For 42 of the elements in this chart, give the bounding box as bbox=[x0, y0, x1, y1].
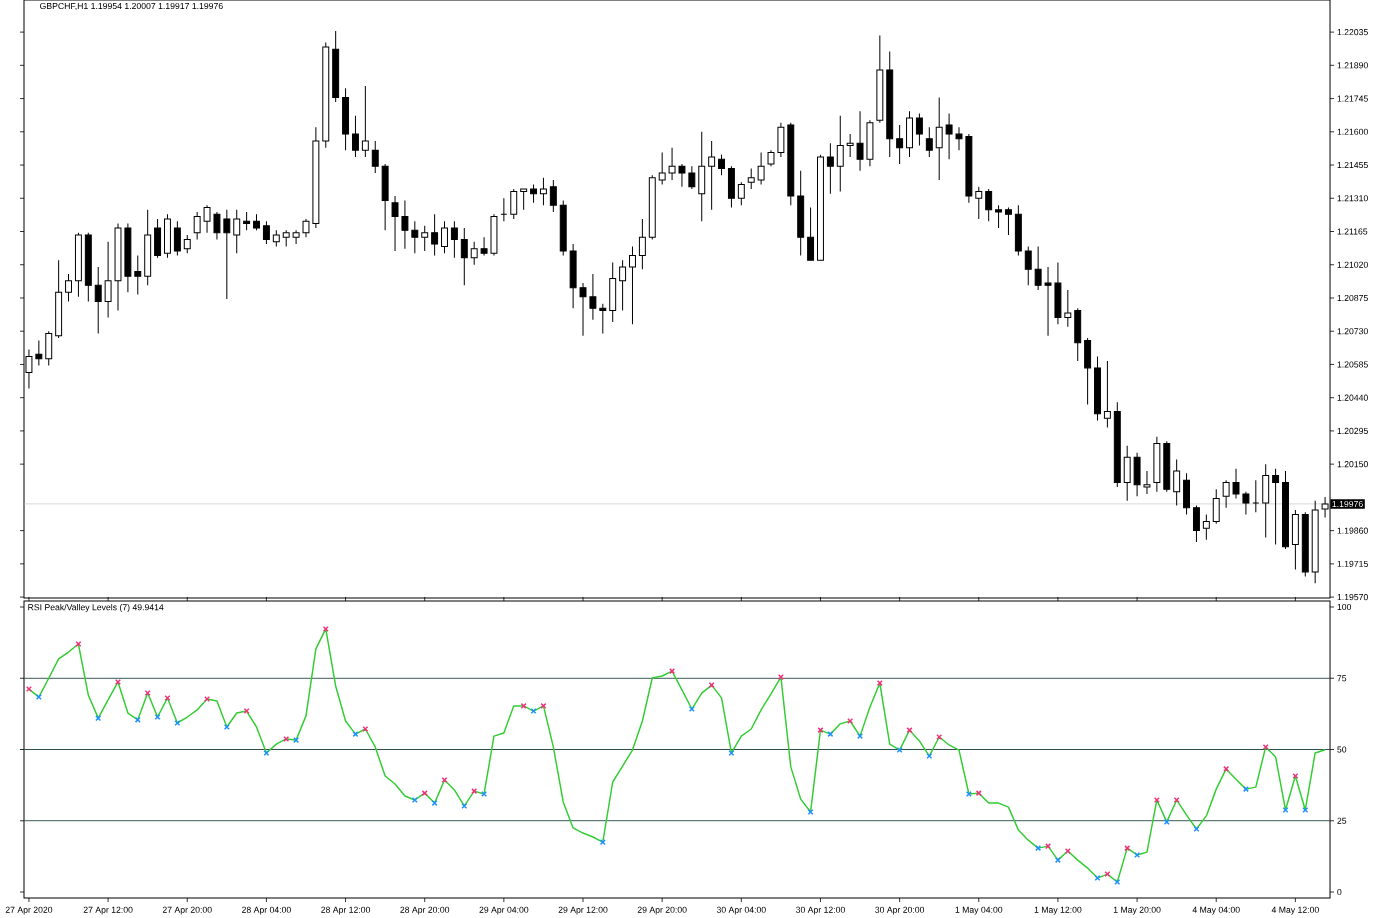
y-tick-label: 1.20150 bbox=[1337, 461, 1368, 468]
ref-line-label: 1.19976 bbox=[1332, 500, 1363, 508]
x-tick-label: 29 Apr 04:00 bbox=[479, 906, 529, 915]
y-tick-label: 1.19860 bbox=[1337, 527, 1368, 534]
chart-title: GBPCHF,H1 1.19954 1.20007 1.19917 1.19976 bbox=[40, 2, 223, 11]
x-tick-label: 30 Apr 20:00 bbox=[875, 906, 925, 915]
y-tick-label: 1.21020 bbox=[1337, 261, 1368, 268]
x-tick-label: 27 Apr 12:00 bbox=[83, 906, 133, 915]
x-tick-label: 1 May 12:00 bbox=[1034, 906, 1082, 915]
x-tick-label: 28 Apr 20:00 bbox=[400, 906, 450, 915]
y-tick-label: 100 bbox=[1337, 603, 1352, 611]
x-tick-label: 28 Apr 04:00 bbox=[242, 906, 291, 915]
y-tick-label: 1.20440 bbox=[1337, 394, 1368, 401]
x-tick-label: 1 May 04:00 bbox=[955, 906, 1003, 915]
y-tick-label: 1.20875 bbox=[1337, 294, 1368, 302]
chart-title: RSI Peak/Valley Levels (7) 49.9414 bbox=[28, 603, 164, 613]
x-tick-label: 27 Apr 2020 bbox=[5, 906, 53, 915]
x-tick-label: 4 May 04:00 bbox=[1192, 906, 1240, 915]
x-tick-label: 30 Apr 04:00 bbox=[716, 906, 766, 915]
y-tick-label: 1.20585 bbox=[1337, 361, 1368, 368]
y-tick-label: 1.21745 bbox=[1337, 95, 1368, 102]
x-tick-label: 28 Apr 12:00 bbox=[321, 906, 371, 915]
y-tick-label: 1.20730 bbox=[1337, 328, 1368, 335]
y-tick-label: 0 bbox=[1337, 888, 1342, 896]
y-tick-label: 75 bbox=[1337, 675, 1347, 682]
x-tick-label: 29 Apr 12:00 bbox=[558, 906, 608, 915]
y-tick-label: 1.21890 bbox=[1337, 62, 1368, 69]
y-tick-label: 1.19715 bbox=[1337, 560, 1368, 567]
x-tick-label: 27 Apr 20:00 bbox=[162, 906, 212, 915]
y-tick-label: 1.19570 bbox=[1337, 594, 1368, 601]
y-tick-label: 50 bbox=[1337, 746, 1347, 753]
y-tick-label: 1.21455 bbox=[1337, 161, 1368, 169]
y-tick-label: 1.21165 bbox=[1337, 228, 1368, 235]
y-tick-label: 1.21310 bbox=[1337, 195, 1368, 202]
y-tick-label: 1.20295 bbox=[1337, 427, 1368, 434]
y-tick-label: 1.22035 bbox=[1337, 29, 1368, 36]
y-tick-label: 25 bbox=[1337, 817, 1347, 824]
y-tick-label: 1.21600 bbox=[1337, 128, 1368, 135]
x-tick-label: 1 May 20:00 bbox=[1113, 906, 1161, 915]
x-tick-label: 4 May 12:00 bbox=[1271, 906, 1319, 915]
x-tick-label: 30 Apr 12:00 bbox=[795, 906, 845, 915]
x-tick-label: 29 Apr 20:00 bbox=[637, 906, 687, 915]
